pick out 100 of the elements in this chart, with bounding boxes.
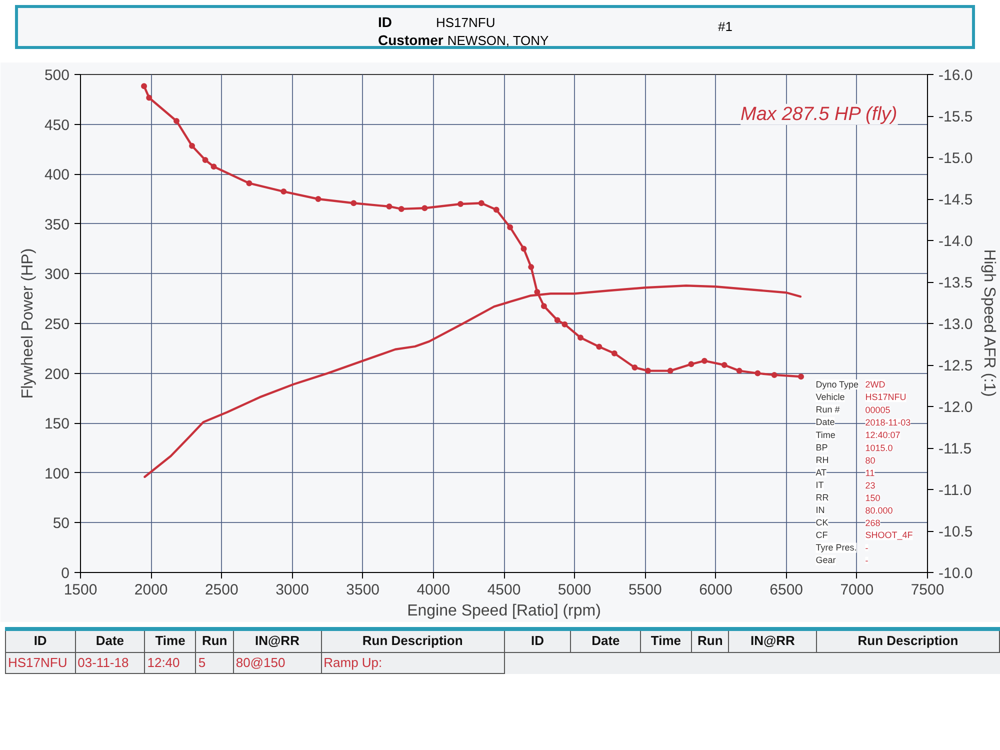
y-tick-label: 250: [44, 316, 70, 333]
point: [688, 361, 694, 368]
text: Time: [144, 629, 196, 652]
point: [534, 288, 540, 295]
x-tick-label: 4000: [416, 582, 450, 598]
text: Run Description: [321, 629, 504, 652]
point: [736, 368, 742, 374]
point: [189, 142, 196, 149]
text: Time: [640, 629, 692, 652]
text: NEWSON, TONY: [447, 33, 549, 48]
point: [754, 370, 761, 376]
point: [554, 317, 560, 324]
text: Ramp Up:: [321, 652, 504, 674]
annotation: 2018-11-03: [865, 418, 911, 428]
point: [611, 350, 618, 356]
point: [210, 164, 217, 170]
point: [632, 364, 638, 370]
point: [562, 321, 568, 328]
text: 5: [196, 652, 234, 674]
point: [458, 200, 464, 207]
y-tick-label: 100: [44, 465, 70, 482]
text: Date: [75, 629, 145, 652]
y-tick-label: 150: [44, 416, 70, 433]
y2-tick-label: -13.0: [938, 316, 973, 333]
text: 12:40: [144, 652, 196, 674]
annotation: 150: [865, 493, 880, 503]
point: [596, 344, 602, 350]
point: [202, 156, 208, 163]
y-tick-label: 450: [44, 116, 70, 134]
point: [644, 368, 651, 374]
annotation: Dyno Type: [816, 380, 859, 390]
annotation: CF: [816, 530, 828, 540]
annotation: RH: [816, 454, 829, 465]
x-tick-label: 2000: [134, 582, 168, 598]
text: ID: [504, 629, 571, 652]
x-tick-label: 2500: [204, 582, 238, 598]
annotation: Time: [816, 430, 836, 440]
annotation: Vehicle: [816, 392, 845, 402]
annotation: CK: [816, 518, 828, 528]
annotation: Run #: [816, 404, 840, 415]
point: [398, 206, 404, 212]
x-tick-label: 6500: [770, 582, 804, 598]
text: ID: [378, 14, 392, 30]
y-tick-label: 50: [52, 515, 70, 532]
point: [146, 94, 152, 101]
point: [798, 374, 804, 380]
annotation: Date: [816, 417, 835, 428]
point: [540, 303, 547, 310]
text: Run: [196, 629, 234, 652]
annotation: IT: [816, 480, 824, 490]
annotation: 11: [865, 468, 875, 478]
y2-tick-label: -14.5: [938, 192, 973, 208]
annotation: Tyre Pres.: [816, 542, 857, 553]
annotation: HS17NFU: [865, 392, 906, 402]
point: [701, 358, 708, 364]
point: [246, 180, 252, 186]
point: [578, 334, 584, 341]
y-tick-label: 350: [44, 216, 70, 234]
y2-tick-label: -15.5: [938, 108, 973, 126]
point: [721, 362, 728, 368]
x-tick-label: 6000: [699, 582, 732, 598]
y2-tick-label: -12.0: [938, 399, 973, 416]
y-tick-label: 500: [44, 67, 70, 84]
annotation: Max 287.5 HP (fly): [740, 104, 898, 125]
point: [350, 200, 357, 206]
point: [478, 200, 484, 206]
text: HS17NFU: [6, 652, 76, 674]
x-tick-label: 7000: [840, 582, 874, 598]
annotation: Gear: [816, 555, 836, 566]
y2-tick-label: -16.0: [938, 67, 973, 84]
point: [667, 368, 674, 374]
annotation: -: [865, 556, 868, 566]
y-tick-label: 0: [61, 565, 70, 582]
x-tick-label: 3500: [346, 582, 380, 598]
y2-tick-label: -14.0: [938, 233, 973, 250]
point: [141, 83, 148, 90]
point: [528, 264, 534, 270]
y2-tick-label: -13.5: [938, 274, 973, 292]
x-tick-label: 7500: [910, 582, 944, 598]
x-tick-label: 1500: [64, 582, 98, 598]
y-tick-label: 200: [44, 366, 70, 383]
point: [315, 196, 322, 202]
annotation: 80.000: [865, 506, 893, 516]
text: Run Description: [816, 629, 1000, 652]
annotation: 12:40:07: [865, 430, 900, 440]
annotation: BP: [816, 442, 828, 452]
x-tick-label: 5000: [558, 582, 592, 598]
x-axis-title: Engine Speed [Ratio] (rpm): [407, 602, 601, 620]
point: [386, 203, 392, 210]
x-tick-label: 3000: [276, 582, 309, 598]
y2-tick-label: -15.0: [938, 150, 973, 167]
point: [771, 372, 778, 378]
point: [507, 224, 514, 230]
text: 03-11-18: [75, 652, 145, 674]
annotation: RR: [816, 492, 830, 502]
text: Customer: [378, 32, 444, 48]
y2-tick-label: -10.5: [938, 524, 973, 540]
annotation: IN: [816, 505, 825, 516]
annotation: -: [865, 543, 868, 554]
y-axis-title: Flywheel Power (HP): [19, 248, 36, 399]
